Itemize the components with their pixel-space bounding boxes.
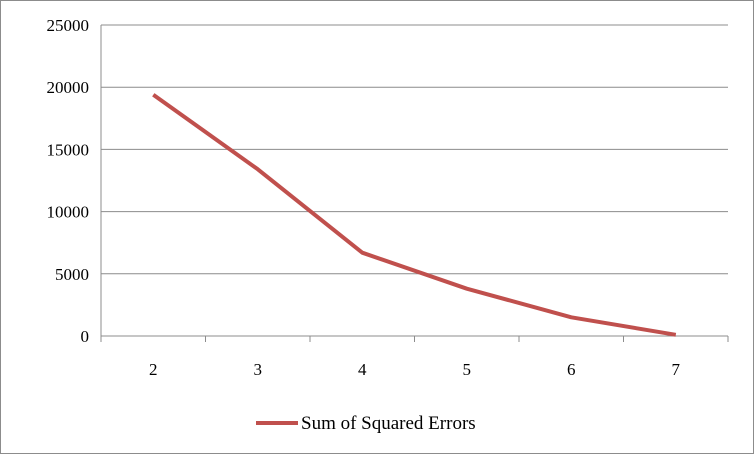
- x-tick-label: 2: [149, 360, 158, 379]
- legend-label: Sum of Squared Errors: [301, 413, 476, 434]
- y-tick-label: 20000: [47, 78, 90, 97]
- legend: Sum of Squared Errors: [256, 413, 476, 434]
- y-tick-label: 15000: [47, 140, 90, 159]
- y-tick-label: 10000: [47, 203, 90, 222]
- x-tick-label: 3: [254, 360, 263, 379]
- axes: [100, 25, 729, 342]
- x-tick-label: 5: [463, 360, 472, 379]
- y-tick-label: 5000: [55, 265, 89, 284]
- x-tick-label: 7: [672, 360, 681, 379]
- series-lines: [152, 93, 677, 337]
- x-axis-tick-labels: 2 3 4 5 6 7: [149, 360, 681, 379]
- y-tick-label: 0: [81, 327, 90, 346]
- gridlines: [101, 24, 728, 275]
- x-tick-label: 4: [358, 360, 367, 379]
- series-line-0: [152, 93, 677, 337]
- y-axis-tick-labels: 0 5000 10000 15000 20000 25000: [47, 16, 90, 346]
- y-tick-label: 25000: [47, 16, 90, 35]
- x-tick-label: 6: [567, 360, 576, 379]
